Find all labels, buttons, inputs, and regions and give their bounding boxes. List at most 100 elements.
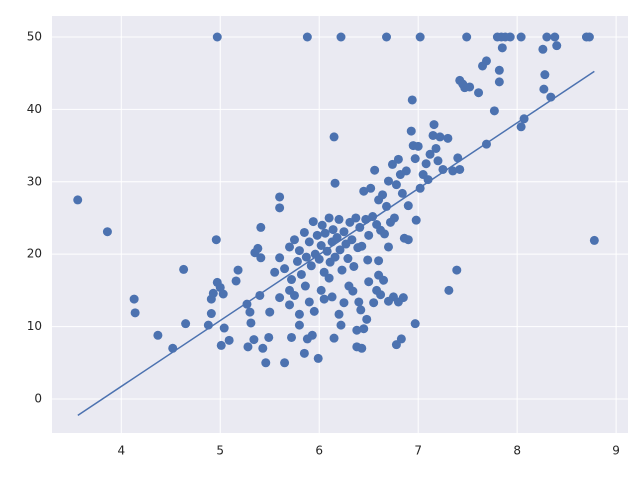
point: [462, 32, 472, 42]
point: [294, 246, 304, 256]
point: [287, 332, 297, 342]
point: [415, 32, 425, 42]
point: [316, 240, 326, 250]
point: [219, 323, 229, 333]
point: [275, 203, 285, 213]
point: [304, 297, 314, 307]
point: [421, 159, 431, 169]
x-tick-label: 5: [216, 444, 224, 458]
point: [343, 254, 353, 264]
point: [300, 281, 310, 291]
point: [307, 330, 317, 340]
point: [359, 186, 369, 196]
point: [129, 294, 139, 304]
point: [275, 293, 285, 303]
point: [383, 176, 393, 186]
point: [319, 294, 329, 304]
point: [334, 214, 344, 224]
point: [322, 246, 332, 256]
point: [382, 32, 392, 42]
point: [410, 319, 420, 329]
point: [261, 358, 271, 368]
point: [516, 32, 526, 42]
point: [376, 290, 386, 300]
point: [316, 285, 326, 295]
point: [380, 229, 390, 239]
point: [351, 213, 361, 223]
point: [431, 143, 441, 153]
point: [258, 343, 268, 353]
point: [423, 175, 433, 185]
point: [366, 183, 376, 193]
point: [73, 195, 83, 205]
point: [253, 243, 263, 253]
point: [397, 188, 407, 198]
point: [289, 290, 299, 300]
point: [313, 353, 323, 363]
point: [389, 213, 399, 223]
point: [312, 230, 322, 240]
point: [328, 225, 338, 235]
point: [216, 340, 226, 350]
point: [443, 133, 453, 143]
point: [455, 164, 465, 174]
x-tick-label: 4: [117, 444, 125, 458]
point: [332, 233, 342, 243]
point: [438, 164, 448, 174]
point: [383, 242, 393, 252]
point: [347, 235, 357, 245]
point: [378, 190, 388, 200]
point: [336, 320, 346, 330]
point: [505, 32, 515, 42]
point: [337, 265, 347, 275]
point: [324, 213, 334, 223]
point: [489, 106, 499, 116]
y-tick-label: 0: [34, 391, 42, 405]
point: [428, 130, 438, 140]
point: [444, 285, 454, 295]
point: [211, 235, 221, 245]
point: [264, 332, 274, 342]
point: [379, 275, 389, 285]
point: [494, 65, 504, 75]
point: [494, 77, 504, 87]
x-tick-label: 8: [513, 444, 521, 458]
point: [357, 343, 367, 353]
point: [179, 264, 189, 274]
point: [285, 300, 295, 310]
point: [448, 166, 458, 176]
point: [403, 201, 413, 211]
point: [335, 245, 345, 255]
fit-line: [77, 70, 595, 416]
point: [280, 264, 290, 274]
point: [233, 265, 243, 275]
point: [406, 126, 416, 136]
point: [516, 122, 526, 132]
point: [356, 305, 366, 315]
point: [550, 32, 560, 42]
point: [275, 192, 285, 202]
point: [539, 84, 549, 94]
point: [212, 32, 222, 42]
point: [393, 154, 403, 164]
point: [368, 212, 378, 222]
point: [289, 235, 299, 245]
point: [329, 132, 339, 142]
y-tick-label: 30: [27, 174, 42, 188]
point: [275, 253, 285, 263]
point: [256, 253, 266, 263]
point: [329, 333, 339, 343]
point: [474, 88, 484, 98]
point: [364, 230, 374, 240]
point: [256, 222, 266, 232]
point: [299, 227, 309, 237]
point: [387, 159, 397, 169]
y-tick-label: 40: [27, 102, 42, 116]
point: [246, 318, 256, 328]
y-tick-label: 10: [27, 319, 42, 333]
point: [302, 32, 312, 42]
point: [306, 261, 316, 271]
plot-area: [52, 16, 628, 433]
point: [352, 325, 362, 335]
point: [429, 120, 439, 130]
